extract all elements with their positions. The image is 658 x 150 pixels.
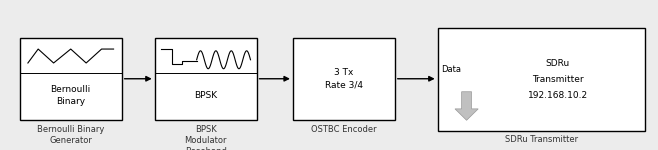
- FancyArrow shape: [455, 92, 478, 120]
- Text: BPSK
Modulator
Baseband: BPSK Modulator Baseband: [184, 124, 227, 150]
- Text: BPSK: BPSK: [194, 91, 217, 100]
- Text: SDRu Transmitter: SDRu Transmitter: [505, 135, 578, 144]
- Bar: [438, 28, 645, 130]
- Bar: [20, 38, 122, 120]
- Bar: [155, 38, 257, 120]
- Text: Bernoulli Binary
Generator: Bernoulli Binary Generator: [37, 124, 105, 145]
- Text: Binary: Binary: [56, 97, 86, 106]
- Text: SDRu: SDRu: [545, 59, 570, 68]
- Text: Data: Data: [441, 65, 461, 74]
- Text: 3 Tx: 3 Tx: [334, 68, 353, 77]
- Text: Bernoulli: Bernoulli: [51, 85, 91, 94]
- Bar: [293, 38, 395, 120]
- Text: Rate 3/4: Rate 3/4: [325, 81, 363, 90]
- Text: Transmitter: Transmitter: [532, 75, 584, 84]
- Text: OSTBC Encoder: OSTBC Encoder: [311, 124, 376, 134]
- Text: 192.168.10.2: 192.168.10.2: [528, 91, 588, 100]
